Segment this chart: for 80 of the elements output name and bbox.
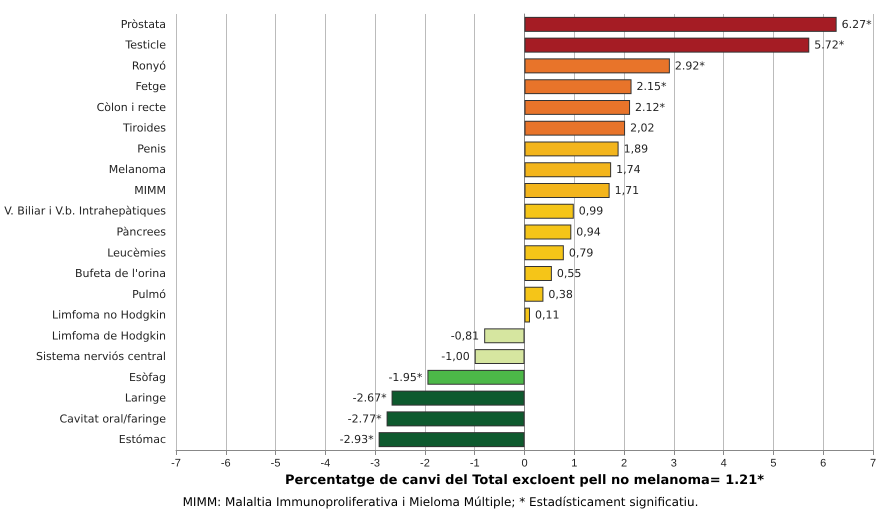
data-label: 0,55 bbox=[556, 267, 582, 280]
data-label: -1,00 bbox=[441, 350, 470, 364]
x-tick-label: -7 bbox=[171, 458, 181, 470]
data-label: 2,02 bbox=[630, 122, 655, 135]
bar bbox=[524, 183, 610, 198]
y-tick-label: Testicle bbox=[124, 38, 166, 52]
y-tick-label: Penis bbox=[137, 142, 166, 156]
bar bbox=[524, 100, 630, 115]
bar bbox=[524, 204, 574, 219]
data-label: -2.67* bbox=[352, 392, 388, 405]
y-tick-label: Limfoma de Hodgkin bbox=[52, 329, 166, 342]
bar bbox=[474, 349, 524, 364]
bar bbox=[524, 266, 552, 281]
text: MIMM: Malaltia Immunoproliferativa i Mieloma Múltiple; * Estadísticament significatiu. bbox=[182, 495, 698, 509]
bar bbox=[524, 79, 632, 94]
y-tick-label: Sistema nerviós central bbox=[36, 350, 166, 364]
x-tick-label: -5 bbox=[270, 458, 280, 470]
data-label: 1,89 bbox=[624, 142, 648, 156]
data-label: -0,81 bbox=[450, 329, 480, 342]
x-tick-label: 4 bbox=[720, 458, 727, 470]
bar bbox=[524, 245, 564, 260]
x-tick-label: 1 bbox=[571, 458, 578, 470]
y-tick-label: Ronyó bbox=[132, 59, 166, 72]
data-label: 0,38 bbox=[548, 288, 573, 301]
bar bbox=[524, 16, 837, 32]
x-tick-label: 2 bbox=[621, 458, 628, 470]
x-tick-label: -2 bbox=[420, 458, 430, 470]
data-label: 0,11 bbox=[534, 308, 560, 322]
x-axis-title: Percentatge de canvi del Total excloent pell no melanoma= 1.21* bbox=[284, 472, 764, 488]
y-tick-label: Tiroides bbox=[122, 122, 166, 135]
y-tick-label: Pròstata bbox=[120, 18, 166, 31]
x-tick-label: -3 bbox=[370, 458, 380, 470]
y-tick-label: Leucèmies bbox=[107, 246, 166, 260]
x-tick-label: 7 bbox=[870, 458, 876, 470]
y-tick-label: V. Biliar i V.b. Intrahepàtiques bbox=[4, 204, 166, 218]
bar bbox=[392, 390, 524, 406]
y-tick-label: Pulmó bbox=[132, 288, 166, 301]
bar bbox=[378, 432, 524, 448]
bar bbox=[524, 141, 619, 156]
data-label: 5.72* bbox=[814, 38, 845, 52]
y-tick-label: Laringe bbox=[124, 392, 166, 405]
bar bbox=[524, 162, 612, 178]
x-tick-label: 0 bbox=[521, 458, 528, 470]
bar bbox=[524, 120, 626, 136]
data-label: -2.77* bbox=[348, 412, 382, 426]
x-tick-label: -6 bbox=[220, 458, 231, 470]
x-tick-label: 3 bbox=[670, 458, 677, 470]
data-label: 0,94 bbox=[576, 226, 601, 238]
bar bbox=[484, 328, 524, 344]
data-label: 2.12* bbox=[635, 100, 666, 114]
data-label: 1,74 bbox=[616, 163, 641, 176]
bar bbox=[427, 370, 524, 385]
data-label: 2.92* bbox=[674, 59, 706, 72]
bar bbox=[524, 58, 670, 74]
y-tick-label: Estómac bbox=[118, 433, 166, 446]
data-label: -2.93* bbox=[340, 433, 374, 446]
bar bbox=[524, 286, 544, 302]
x-tick-label: -4 bbox=[320, 458, 330, 470]
bar bbox=[386, 411, 524, 426]
bar bbox=[524, 38, 810, 53]
y-tick-label: Cavitat oral/faringe bbox=[59, 412, 166, 426]
x-tick-label: 5 bbox=[770, 458, 776, 470]
data-label: 6.27* bbox=[842, 18, 872, 31]
bar bbox=[524, 308, 530, 323]
x-tick-label: -1 bbox=[470, 458, 480, 470]
y-tick-label: Melanoma bbox=[108, 163, 166, 176]
y-tick-label: Bufeta de l'orina bbox=[74, 267, 166, 280]
y-tick-label: Pàncrees bbox=[116, 226, 166, 238]
y-tick-label: Limfoma no Hodgkin bbox=[52, 308, 166, 322]
bar bbox=[524, 224, 572, 240]
y-tick-label: MIMM bbox=[134, 184, 166, 197]
y-tick-label: Còlon i recte bbox=[96, 100, 166, 114]
data-label: -1.95* bbox=[388, 370, 423, 384]
data-label: 1,71 bbox=[614, 184, 640, 197]
data-label: 0,79 bbox=[568, 246, 594, 260]
y-tick-label: Esòfag bbox=[128, 370, 166, 384]
x-tick-label: 6 bbox=[820, 458, 826, 470]
y-tick-label: Fetge bbox=[135, 80, 166, 94]
data-label: 2.15* bbox=[636, 80, 668, 94]
data-label: 0,99 bbox=[578, 204, 604, 218]
